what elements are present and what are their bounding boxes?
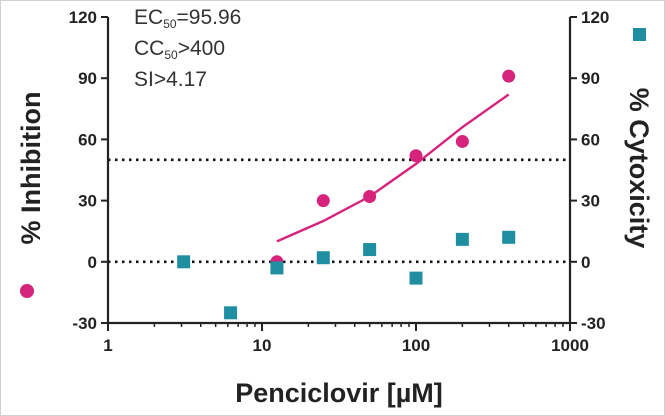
y-left-tick-label: 0 [88, 253, 97, 272]
x-tick-label: 100 [402, 336, 430, 355]
x-axis-title: Penciclovir [µM] [235, 378, 443, 408]
annotation-2: CC50>400 [134, 37, 225, 62]
cytotoxicity-point [502, 230, 516, 244]
cytotoxicity-point [270, 261, 284, 275]
cytotoxicity-point [409, 271, 423, 285]
x-tick-label: 10 [253, 336, 272, 355]
legend-cytotoxicity-marker [633, 28, 646, 41]
y-right-tick-label: 30 [581, 192, 600, 211]
annotation-1: EC50=95.96 [134, 6, 241, 31]
cytotoxicity-point [363, 243, 377, 257]
y-right-tick-label: 120 [581, 8, 609, 27]
y-left-tick-label: 30 [78, 192, 97, 211]
inhibition-point [455, 134, 469, 148]
annotation-3: SI>4.17 [134, 68, 207, 91]
y-left-tick-label: 60 [78, 130, 97, 149]
y-left-axis-title: % Inhibition [16, 92, 46, 245]
y-left-tick-label: 120 [69, 8, 97, 27]
inhibition-point [409, 149, 423, 163]
y-left-tick-label: 90 [78, 69, 97, 88]
y-right-tick-label: 0 [581, 253, 590, 272]
cytotoxicity-point [316, 251, 330, 265]
inhibition-point [316, 194, 330, 208]
y-right-tick-label: 60 [581, 130, 600, 149]
cytotoxicity-point [224, 306, 238, 320]
fit-curve [276, 93, 510, 243]
x-tick-label: 1000 [551, 336, 589, 355]
y-right-axis-title: % Cytoxicity [624, 88, 654, 249]
y-right-tick-label: 90 [581, 69, 600, 88]
cytotoxicity-point [177, 255, 191, 269]
cytotoxicity-point [455, 232, 469, 246]
legend-inhibition-marker [20, 284, 34, 298]
y-left-tick-label: -30 [72, 314, 97, 333]
inhibition-point [502, 69, 516, 83]
x-tick-label: 1 [103, 336, 112, 355]
y-right-tick-label: -30 [581, 314, 606, 333]
inhibition-point [363, 190, 377, 204]
